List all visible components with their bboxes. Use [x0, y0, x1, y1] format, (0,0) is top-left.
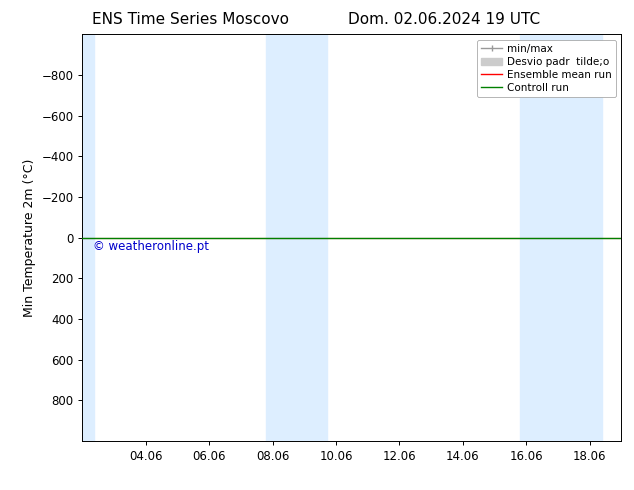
Text: © weatheronline.pt: © weatheronline.pt [93, 240, 209, 253]
Legend: min/max, Desvio padr  tilde;o, Ensemble mean run, Controll run: min/max, Desvio padr tilde;o, Ensemble m… [477, 40, 616, 97]
Bar [520, 34, 548, 441]
Text: ENS Time Series Moscovo: ENS Time Series Moscovo [92, 12, 288, 27]
Bar [304, 34, 327, 441]
Text: Dom. 02.06.2024 19 UTC: Dom. 02.06.2024 19 UTC [347, 12, 540, 27]
Y-axis label: Min Temperature 2m (°C): Min Temperature 2m (°C) [23, 158, 36, 317]
Bar [82, 34, 94, 441]
Bar [266, 34, 304, 441]
Bar [548, 34, 602, 441]
